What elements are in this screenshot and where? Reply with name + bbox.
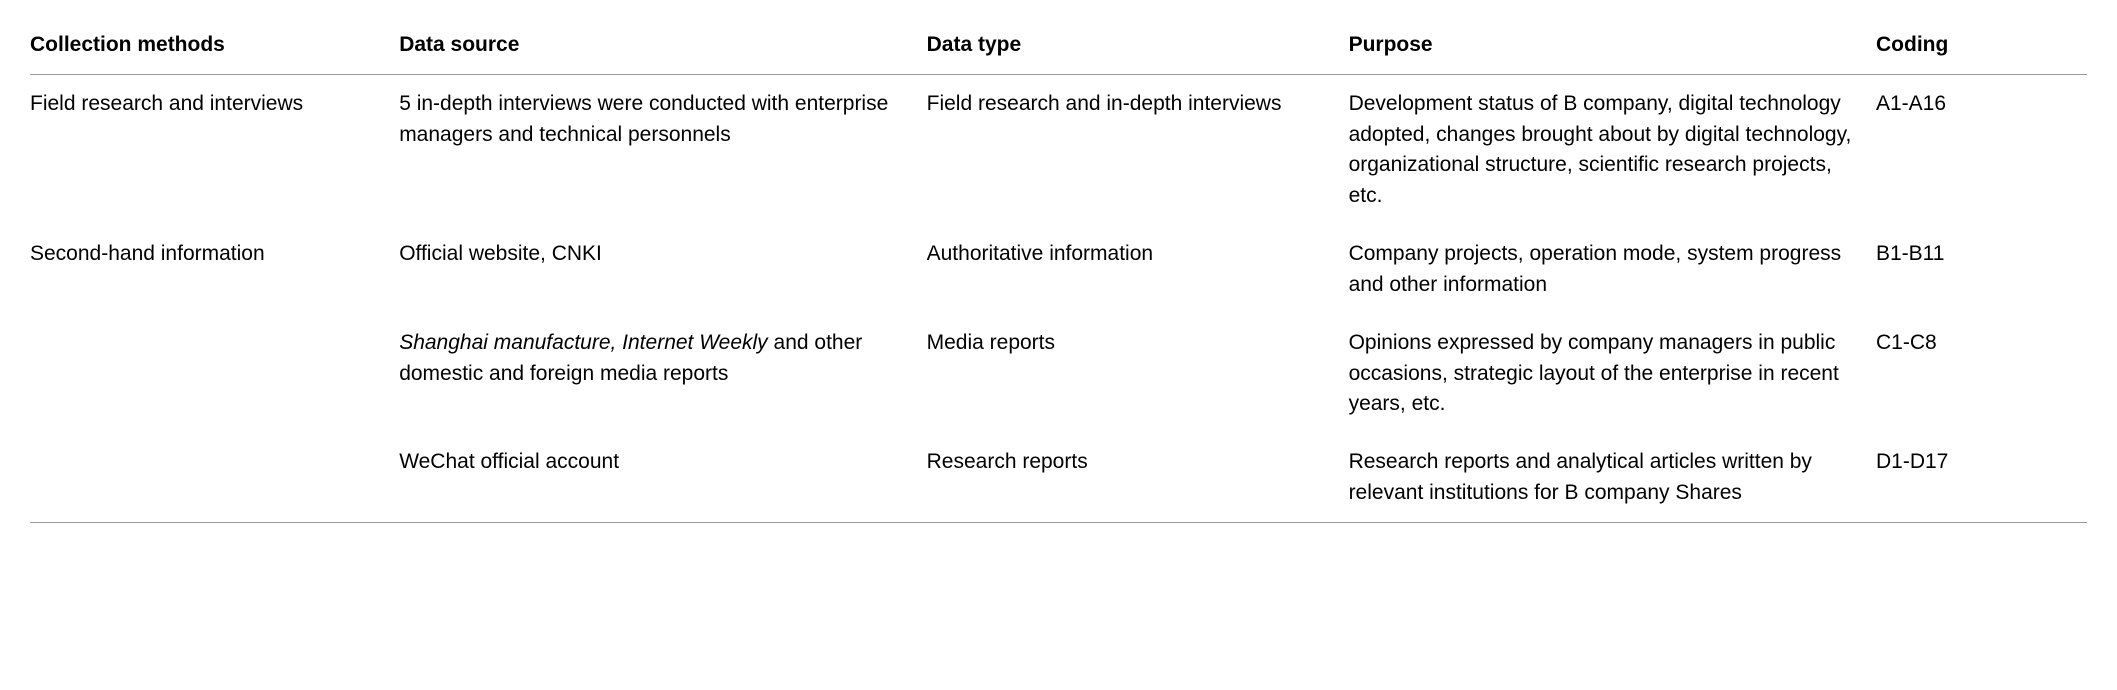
cell-method bbox=[30, 314, 399, 433]
col-header-coding: Coding bbox=[1876, 20, 2087, 75]
table-row: Shanghai manufacture, Internet Weekly an… bbox=[30, 314, 2087, 433]
cell-datatype: Research reports bbox=[927, 433, 1349, 522]
cell-method bbox=[30, 433, 399, 522]
cell-datatype: Media reports bbox=[927, 314, 1349, 433]
cell-source: WeChat official account bbox=[399, 433, 926, 522]
cell-purpose: Research reports and analytical articles… bbox=[1349, 433, 1876, 522]
cell-source: Shanghai manufacture, Internet Weekly an… bbox=[399, 314, 926, 433]
cell-purpose: Opinions expressed by company managers i… bbox=[1349, 314, 1876, 433]
table-row: Second-hand information Official website… bbox=[30, 225, 2087, 314]
table-header-row: Collection methods Data source Data type… bbox=[30, 20, 2087, 75]
col-header-datatype: Data type bbox=[927, 20, 1349, 75]
cell-purpose: Company projects, operation mode, system… bbox=[1349, 225, 1876, 314]
cell-source-italic: Shanghai manufacture, Internet Weekly bbox=[399, 331, 768, 354]
table-row: WeChat official account Research reports… bbox=[30, 433, 2087, 522]
cell-source: 5 in-depth interviews were conducted wit… bbox=[399, 75, 926, 225]
data-collection-table: Collection methods Data source Data type… bbox=[30, 20, 2087, 523]
cell-coding: C1-C8 bbox=[1876, 314, 2087, 433]
cell-coding: A1-A16 bbox=[1876, 75, 2087, 225]
cell-purpose: Development status of B company, digital… bbox=[1349, 75, 1876, 225]
cell-coding: B1-B11 bbox=[1876, 225, 2087, 314]
col-header-methods: Collection methods bbox=[30, 20, 399, 75]
cell-datatype: Authoritative information bbox=[927, 225, 1349, 314]
table-row: Field research and interviews 5 in-depth… bbox=[30, 75, 2087, 225]
cell-datatype: Field research and in-depth interviews bbox=[927, 75, 1349, 225]
col-header-purpose: Purpose bbox=[1349, 20, 1876, 75]
cell-coding: D1-D17 bbox=[1876, 433, 2087, 522]
cell-method: Second-hand information bbox=[30, 225, 399, 314]
cell-method: Field research and interviews bbox=[30, 75, 399, 225]
cell-source: Official website, CNKI bbox=[399, 225, 926, 314]
col-header-source: Data source bbox=[399, 20, 926, 75]
